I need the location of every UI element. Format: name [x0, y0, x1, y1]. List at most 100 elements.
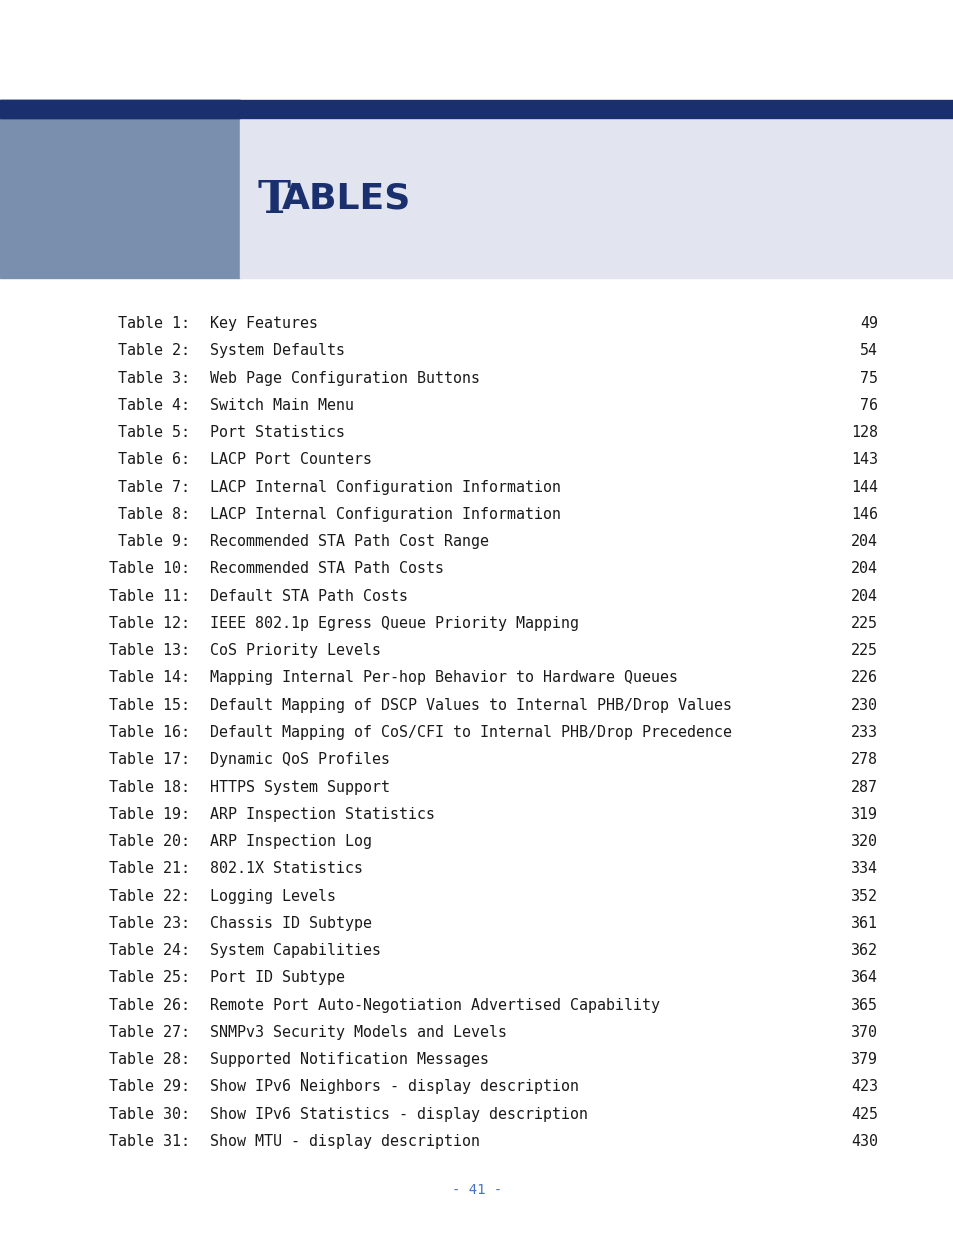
Bar	[0, 100, 240, 278]
Text: IEEE 802.1p Egress Queue Priority Mapping: IEEE 802.1p Egress Queue Priority Mappin…	[210, 616, 578, 631]
Text: Table 22:: Table 22:	[109, 888, 190, 904]
Text: 76: 76	[859, 398, 877, 412]
Text: 361: 361	[850, 916, 877, 931]
Text: 225: 225	[850, 616, 877, 631]
Text: 320: 320	[850, 834, 877, 848]
Text: Table 14:: Table 14:	[109, 671, 190, 685]
Text: 75: 75	[859, 370, 877, 385]
Text: 365: 365	[850, 998, 877, 1013]
Text: Default Mapping of DSCP Values to Internal PHB/Drop Values: Default Mapping of DSCP Values to Intern…	[210, 698, 731, 713]
Text: 334: 334	[850, 861, 877, 877]
Text: Table 4:: Table 4:	[118, 398, 190, 412]
Text: Supported Notification Messages: Supported Notification Messages	[210, 1052, 489, 1067]
Text: Table 18:: Table 18:	[109, 779, 190, 794]
Text: Switch Main Menu: Switch Main Menu	[210, 398, 354, 412]
Text: Table 24:: Table 24:	[109, 944, 190, 958]
Text: Web Page Configuration Buttons: Web Page Configuration Buttons	[210, 370, 479, 385]
Text: Chassis ID Subtype: Chassis ID Subtype	[210, 916, 372, 931]
Text: 287: 287	[850, 779, 877, 794]
Text: Table 31:: Table 31:	[109, 1134, 190, 1149]
Text: Table 10:: Table 10:	[109, 562, 190, 577]
Text: Table 21:: Table 21:	[109, 861, 190, 877]
Text: Port Statistics: Port Statistics	[210, 425, 345, 440]
Text: 352: 352	[850, 888, 877, 904]
Text: Table 17:: Table 17:	[109, 752, 190, 767]
Text: HTTPS System Support: HTTPS System Support	[210, 779, 390, 794]
Text: 226: 226	[850, 671, 877, 685]
Text: Recommended STA Path Cost Range: Recommended STA Path Cost Range	[210, 535, 489, 550]
Text: LACP Internal Configuration Information: LACP Internal Configuration Information	[210, 479, 560, 495]
Text: Table 20:: Table 20:	[109, 834, 190, 848]
Text: 370: 370	[850, 1025, 877, 1040]
Text: Remote Port Auto-Negotiation Advertised Capability: Remote Port Auto-Negotiation Advertised …	[210, 998, 659, 1013]
Bar	[240, 119, 953, 278]
Text: 204: 204	[850, 562, 877, 577]
Text: Table 11:: Table 11:	[109, 589, 190, 604]
Text: 204: 204	[850, 535, 877, 550]
Text: SNMPv3 Security Models and Levels: SNMPv3 Security Models and Levels	[210, 1025, 506, 1040]
Text: 225: 225	[850, 643, 877, 658]
Text: 802.1X Statistics: 802.1X Statistics	[210, 861, 363, 877]
Text: 143: 143	[850, 452, 877, 467]
Text: Table 28:: Table 28:	[109, 1052, 190, 1067]
Text: 362: 362	[850, 944, 877, 958]
Text: Table 3:: Table 3:	[118, 370, 190, 385]
Text: LACP Port Counters: LACP Port Counters	[210, 452, 372, 467]
Text: Table 13:: Table 13:	[109, 643, 190, 658]
Text: Table 6:: Table 6:	[118, 452, 190, 467]
Text: Table 26:: Table 26:	[109, 998, 190, 1013]
Text: 423: 423	[850, 1079, 877, 1094]
Text: Table 30:: Table 30:	[109, 1107, 190, 1121]
Text: 54: 54	[859, 343, 877, 358]
Text: ARP Inspection Statistics: ARP Inspection Statistics	[210, 806, 435, 821]
Text: Table 27:: Table 27:	[109, 1025, 190, 1040]
Bar	[0, 100, 953, 119]
Text: 425: 425	[850, 1107, 877, 1121]
Text: Logging Levels: Logging Levels	[210, 888, 335, 904]
Text: Recommended STA Path Costs: Recommended STA Path Costs	[210, 562, 443, 577]
Text: Table 29:: Table 29:	[109, 1079, 190, 1094]
Text: Mapping Internal Per-hop Behavior to Hardware Queues: Mapping Internal Per-hop Behavior to Har…	[210, 671, 678, 685]
Text: Table 19:: Table 19:	[109, 806, 190, 821]
Text: Key Features: Key Features	[210, 316, 317, 331]
Text: Default STA Path Costs: Default STA Path Costs	[210, 589, 408, 604]
Text: 430: 430	[850, 1134, 877, 1149]
Text: Default Mapping of CoS/CFI to Internal PHB/Drop Precedence: Default Mapping of CoS/CFI to Internal P…	[210, 725, 731, 740]
Text: 144: 144	[850, 479, 877, 495]
Text: Table 15:: Table 15:	[109, 698, 190, 713]
Text: 319: 319	[850, 806, 877, 821]
Text: Table 16:: Table 16:	[109, 725, 190, 740]
Text: ABLES: ABLES	[282, 182, 411, 216]
Bar	[0, 100, 240, 119]
Text: - 41 -: - 41 -	[452, 1183, 501, 1197]
Text: 230: 230	[850, 698, 877, 713]
Text: Table 8:: Table 8:	[118, 506, 190, 522]
Text: Port ID Subtype: Port ID Subtype	[210, 971, 345, 986]
Text: System Defaults: System Defaults	[210, 343, 345, 358]
Text: Table 2:: Table 2:	[118, 343, 190, 358]
Text: Dynamic QoS Profiles: Dynamic QoS Profiles	[210, 752, 390, 767]
Text: Table 9:: Table 9:	[118, 535, 190, 550]
Text: 146: 146	[850, 506, 877, 522]
Text: Table 25:: Table 25:	[109, 971, 190, 986]
Text: Show IPv6 Statistics - display description: Show IPv6 Statistics - display descripti…	[210, 1107, 587, 1121]
Text: T: T	[257, 179, 291, 222]
Text: 364: 364	[850, 971, 877, 986]
Text: 204: 204	[850, 589, 877, 604]
Text: 278: 278	[850, 752, 877, 767]
Text: Table 5:: Table 5:	[118, 425, 190, 440]
Text: LACP Internal Configuration Information: LACP Internal Configuration Information	[210, 506, 560, 522]
Text: 49: 49	[859, 316, 877, 331]
Text: Table 12:: Table 12:	[109, 616, 190, 631]
Text: 379: 379	[850, 1052, 877, 1067]
Text: ARP Inspection Log: ARP Inspection Log	[210, 834, 372, 848]
Text: 233: 233	[850, 725, 877, 740]
Text: CoS Priority Levels: CoS Priority Levels	[210, 643, 380, 658]
Text: Table 23:: Table 23:	[109, 916, 190, 931]
Text: Show IPv6 Neighbors - display description: Show IPv6 Neighbors - display descriptio…	[210, 1079, 578, 1094]
Text: 128: 128	[850, 425, 877, 440]
Text: Show MTU - display description: Show MTU - display description	[210, 1134, 479, 1149]
Text: System Capabilities: System Capabilities	[210, 944, 380, 958]
Text: Table 1:: Table 1:	[118, 316, 190, 331]
Text: Table 7:: Table 7:	[118, 479, 190, 495]
